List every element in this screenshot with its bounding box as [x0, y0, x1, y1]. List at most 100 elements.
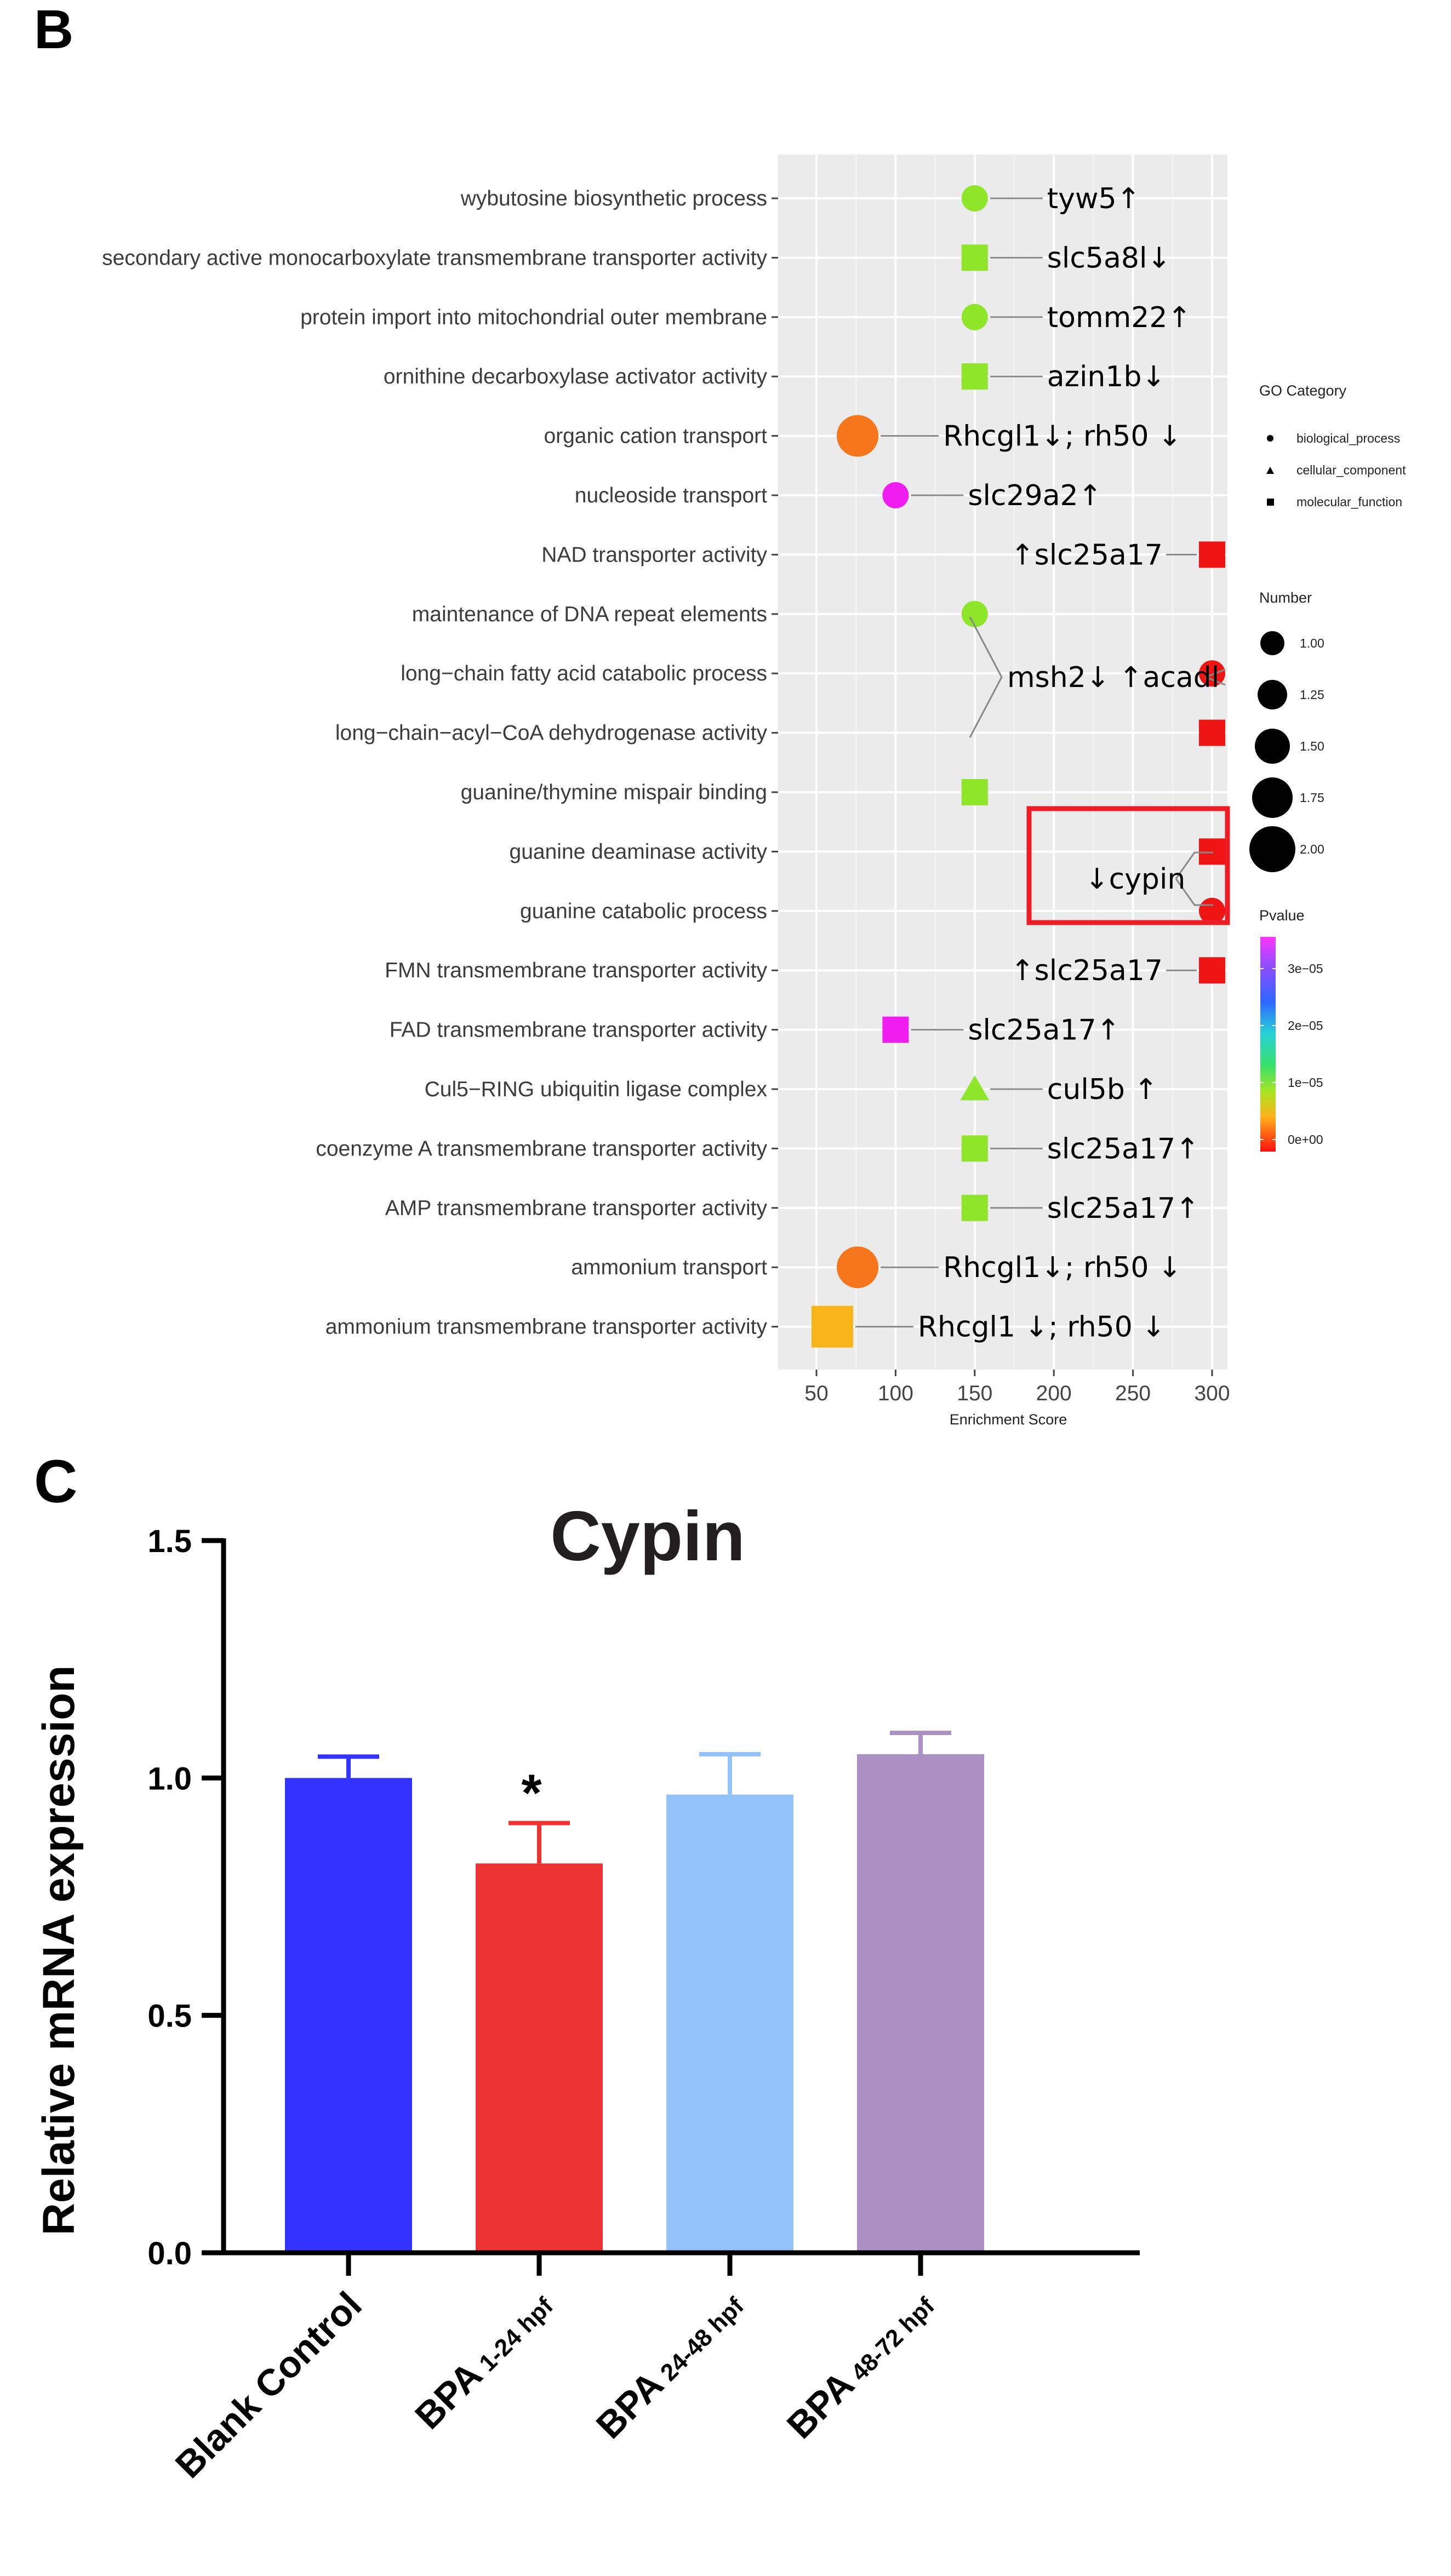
term-label: protein import into mitochondrial outer …	[300, 306, 767, 329]
cypin-bar-chart: Cypin Relative mRNA expression 0.0 0.5 1.0…	[34, 1497, 1140, 2486]
data-point-triangle	[960, 1075, 990, 1101]
number-legend-label: 1.50	[1300, 739, 1324, 753]
term-label: ornithine decarboxylase activator activi…	[384, 365, 768, 388]
pvalue-tick-label: 3e−05	[1288, 961, 1323, 976]
number-legend-circle	[1252, 777, 1293, 818]
legend-molecular-function: molecular_function	[1296, 495, 1402, 509]
number-legend-circle	[1249, 826, 1295, 872]
cypin-bracket-connector	[1175, 851, 1213, 906]
number-legend-label: 1.75	[1300, 791, 1324, 805]
term-label: guanine deaminase activity	[510, 840, 768, 863]
gene-label: ↑slc25a17	[1010, 539, 1163, 571]
acadl-bracket-connector	[1205, 668, 1226, 686]
data-point-square	[961, 779, 988, 805]
term-label: maintenance of DNA repeat elements	[412, 603, 767, 626]
number-legend-circle	[1260, 631, 1284, 655]
data-point-square	[1199, 957, 1225, 984]
data-point-square	[961, 1135, 988, 1162]
bar	[857, 1754, 984, 2253]
number-legend-label: 2.00	[1300, 842, 1324, 856]
gene-label: Rhcgl1↓; rh50 ↓	[943, 1251, 1182, 1284]
panel-b-label: B	[34, 0, 73, 60]
number-legend-label: 1.25	[1300, 688, 1324, 702]
data-point-circle	[882, 482, 909, 508]
term-rows: wybutosine biosynthetic process tyw5↑ seco…	[102, 182, 1225, 1348]
term-label: wybutosine biosynthetic process	[460, 187, 767, 210]
term-label: organic cation transport	[544, 425, 767, 448]
x-category-label: BPA 1-24 hpf	[407, 2284, 561, 2437]
legend-triangle-marker	[1266, 467, 1274, 474]
data-point-square	[961, 244, 988, 271]
number-legend: 1.00 1.25 1.50 1.75 2.00	[1249, 631, 1324, 872]
shared-gene-label: msh2↓ ↑acadl	[1007, 661, 1219, 694]
data-point-circle	[961, 304, 988, 330]
term-label: NAD transporter activity	[541, 543, 767, 566]
x-tick-label: 50	[804, 1382, 828, 1405]
term-label: ammonium transmembrane transporter activ…	[325, 1315, 768, 1339]
y-tick-label: 0.0	[147, 2236, 192, 2271]
number-legend-title: Number	[1259, 589, 1312, 606]
x-tick-label: 250	[1115, 1382, 1151, 1405]
data-point-square	[961, 1194, 988, 1221]
chart-title: Cypin	[550, 1497, 745, 1576]
y-axis-title: Relative mRNA expression	[34, 1665, 84, 2236]
y-tick-label: 1.5	[147, 1524, 192, 1559]
legend-square-marker	[1267, 499, 1274, 506]
plot-background	[778, 154, 1227, 1370]
x-axis: 50 100 150 200 250 300	[804, 1370, 1230, 1405]
significance-marker: *	[521, 1764, 542, 1823]
y-tick-label: 0.5	[147, 1999, 192, 2034]
x-tick-label: 150	[957, 1382, 992, 1405]
x-axis-title: Enrichment Score	[950, 1411, 1067, 1428]
data-point-circle	[1199, 660, 1225, 687]
legend-circle-marker	[1267, 435, 1273, 442]
data-point-square	[1199, 838, 1225, 865]
pvalue-tick-label: 1e−05	[1288, 1075, 1323, 1090]
term-label: FAD transmembrane transporter activity	[390, 1018, 768, 1042]
y-tick-label: 1.0	[147, 1761, 192, 1796]
term-label: coenzyme A transmembrane transporter act…	[316, 1137, 767, 1160]
gene-label: slc25a17↑	[968, 1014, 1120, 1047]
data-point-circle	[837, 1246, 879, 1289]
data-point-square	[882, 1016, 909, 1043]
term-label: FMN transmembrane transporter activity	[385, 959, 767, 982]
y-axis: 0.0 0.5 1.0 1.5	[147, 1524, 226, 2271]
gene-label: slc5a8l↓	[1047, 242, 1171, 274]
legends: GO Category biological_process cellular_…	[1249, 382, 1406, 1152]
term-label: guanine catabolic process	[520, 900, 767, 923]
msh2-bracket-connector	[969, 616, 1003, 738]
data-point-circle	[961, 185, 988, 211]
pvalue-legend-title: Pvalue	[1259, 907, 1305, 924]
x-category-label: Blank Control	[168, 2284, 370, 2486]
go-category-legend-title: GO Category	[1259, 382, 1347, 399]
data-point-square	[1199, 719, 1225, 746]
gene-label: cul5b ↑	[1047, 1073, 1158, 1106]
term-label: AMP transmembrane transporter activity	[385, 1197, 768, 1220]
term-label: Cul5−RING ubiquitin ligase complex	[425, 1078, 768, 1101]
bar	[285, 1778, 412, 2253]
pvalue-legend-ticks: 3e−05 2e−05 1e−05 0e+00	[1260, 961, 1323, 1147]
x-category-label: BPA 24-48 hpf	[589, 2284, 751, 2447]
data-point-circle	[961, 600, 988, 627]
gene-label: ↑slc25a17	[1010, 954, 1163, 987]
bar	[666, 1794, 793, 2253]
legend-biological-process: biological_process	[1296, 431, 1400, 445]
number-legend-label: 1.00	[1300, 636, 1324, 650]
gene-label: slc25a17↑	[1047, 1192, 1199, 1225]
cypin-gene-label: ↓cypin	[1085, 863, 1185, 896]
gene-annotations: msh2↓ ↑acadl ↓cypin	[969, 616, 1230, 925]
legend-cellular-component: cellular_component	[1296, 463, 1406, 477]
x-tick-label: 200	[1036, 1382, 1072, 1405]
x-tick-label: 100	[878, 1382, 913, 1405]
x-tick-label: 300	[1194, 1382, 1230, 1405]
x-category-label: BPA 48-72 hpf	[779, 2284, 942, 2447]
term-label: nucleoside transport	[575, 484, 767, 507]
term-label: long−chain−acyl−CoA dehydrogenase activi…	[335, 722, 768, 745]
gene-label: Rhcgl1 ↓; rh50 ↓	[918, 1311, 1166, 1344]
term-label: guanine/thymine mispair binding	[461, 781, 767, 804]
data-point-square	[1199, 541, 1225, 568]
gene-label: tomm22↑	[1047, 301, 1191, 334]
pvalue-colorbar	[1260, 937, 1276, 1152]
gene-label: slc29a2↑	[968, 479, 1102, 512]
